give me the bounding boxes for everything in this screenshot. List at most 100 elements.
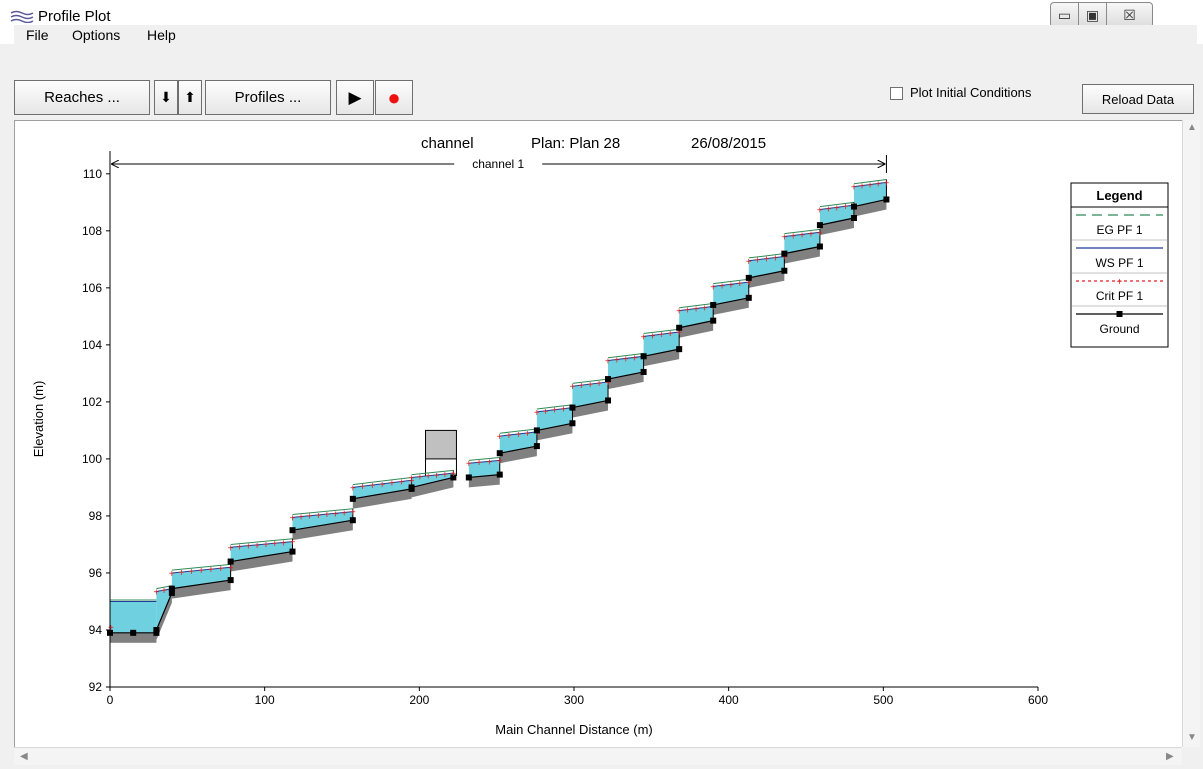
crit-marker: +	[188, 567, 194, 578]
menu-file[interactable]: File	[26, 27, 49, 43]
legend-box	[1070, 182, 1169, 348]
y-tick-label: 108	[82, 224, 102, 238]
x-tick-label: 100	[255, 693, 275, 707]
y-tick-label: 96	[89, 566, 103, 580]
crit-marker: +	[685, 306, 691, 317]
crit-marker: +	[379, 480, 385, 491]
crit-marker: +	[883, 178, 889, 189]
ground-marker	[710, 317, 717, 324]
ground-line	[819, 217, 855, 226]
crit-marker: +	[808, 229, 814, 240]
record-button[interactable]: ●	[375, 80, 413, 115]
horizontal-scrollbar[interactable]: ◀ ▶	[14, 747, 1182, 765]
crit-marker: +	[417, 473, 423, 484]
crit-marker: +	[341, 508, 347, 519]
reload-data-button[interactable]: Reload Data	[1082, 84, 1194, 114]
eg-line	[713, 278, 749, 285]
crit-marker: +	[254, 541, 260, 552]
ws-line	[411, 472, 454, 478]
minimize-icon: ▭	[1057, 6, 1072, 23]
crit-marker: +	[486, 457, 492, 468]
x-ticks: 0 100 200 300 400 500 600	[107, 687, 1048, 707]
y-tick-label: 106	[82, 281, 102, 295]
eg-line	[607, 352, 644, 359]
ground-marker	[408, 484, 415, 491]
eg-line	[679, 303, 714, 309]
ground-line	[499, 445, 537, 454]
crit-marker: +	[198, 566, 204, 577]
y-tick-label: 104	[82, 338, 102, 352]
crit-marker: +	[450, 469, 456, 480]
crit-marker: +	[867, 181, 873, 192]
step-ground	[156, 592, 172, 640]
ground-marker	[533, 427, 540, 434]
crit-marker: +	[179, 568, 185, 579]
ground-line	[468, 473, 500, 479]
crit-marker: +	[658, 330, 664, 341]
ground-marker	[289, 548, 296, 555]
maximize-icon: ▣	[1085, 6, 1100, 23]
crit-marker: +	[442, 470, 448, 481]
ground-marker	[745, 274, 752, 281]
ws-line	[819, 204, 855, 210]
crit-marker: +	[632, 353, 638, 364]
ground-line	[853, 198, 887, 208]
ws-line	[643, 331, 680, 337]
step-ground	[230, 551, 293, 572]
crit-marker: +	[676, 328, 682, 339]
scroll-left-icon[interactable]: ◀	[20, 751, 28, 762]
ws-line	[171, 566, 231, 574]
crit-marker: +	[543, 407, 549, 418]
step-ground	[536, 423, 573, 441]
y-axis-label: Elevation (m)	[31, 381, 46, 458]
scroll-down-icon[interactable]: ▼	[1187, 732, 1197, 743]
ground-marker	[850, 215, 857, 221]
crit-marker: +	[746, 257, 752, 268]
scroll-up-icon[interactable]: ▲	[1187, 122, 1197, 133]
x-axis-label: Main Channel Distance (m)	[495, 722, 653, 737]
move-up-button[interactable]: ⬆	[178, 80, 202, 115]
crit-marker: +	[298, 513, 304, 524]
menu-help[interactable]: Help	[147, 27, 176, 43]
play-icon: ▶	[348, 87, 362, 107]
ground-line	[411, 476, 454, 489]
ground-line	[748, 270, 785, 279]
profile-chart: channel Plan: Plan 28 26/08/2015 channel…	[31, 135, 1169, 737]
step-ground	[713, 297, 749, 315]
animate-button[interactable]: ▶	[336, 80, 374, 115]
legend-crit-marker: +	[1117, 277, 1123, 288]
ground-line	[536, 422, 573, 431]
ground-marker	[816, 222, 823, 229]
ground-marker	[605, 397, 612, 404]
ground-marker	[883, 196, 890, 203]
crit-marker: +	[228, 563, 234, 574]
reaches-button[interactable]: Reaches ...	[14, 80, 150, 115]
crit-marker: +	[525, 429, 531, 440]
crit-marker: +	[649, 331, 655, 342]
profiles-button[interactable]: Profiles ...	[205, 80, 331, 115]
ground-marker	[496, 471, 503, 478]
plot-area: channel Plan: Plan 28 26/08/2015 channel…	[14, 120, 1183, 748]
ground-marker	[569, 404, 576, 411]
ground-marker	[745, 294, 752, 301]
ground-marker	[153, 626, 160, 633]
legend-title: Legend	[1096, 188, 1142, 203]
ground-marker	[227, 577, 234, 584]
move-down-button[interactable]: ⬇	[154, 80, 178, 115]
crit-marker: +	[153, 587, 159, 598]
scroll-right-icon[interactable]: ▶	[1166, 751, 1174, 762]
crit-marker: +	[466, 459, 472, 470]
step-water	[819, 205, 854, 226]
crit-marker: +	[817, 205, 823, 216]
eg-line	[536, 404, 573, 410]
ground-marker	[130, 629, 137, 636]
vertical-scrollbar[interactable]: ▲ ▼	[1182, 120, 1200, 747]
close-button[interactable]: ☒	[1106, 2, 1153, 28]
crit-marker: +	[623, 354, 629, 365]
eg-line	[748, 253, 785, 259]
crit-marker: +	[333, 509, 339, 520]
menu-options[interactable]: Options	[72, 27, 121, 43]
step-ground	[292, 520, 353, 541]
crit-marker: +	[587, 380, 593, 391]
plot-initial-conditions-checkbox[interactable]	[890, 87, 903, 100]
